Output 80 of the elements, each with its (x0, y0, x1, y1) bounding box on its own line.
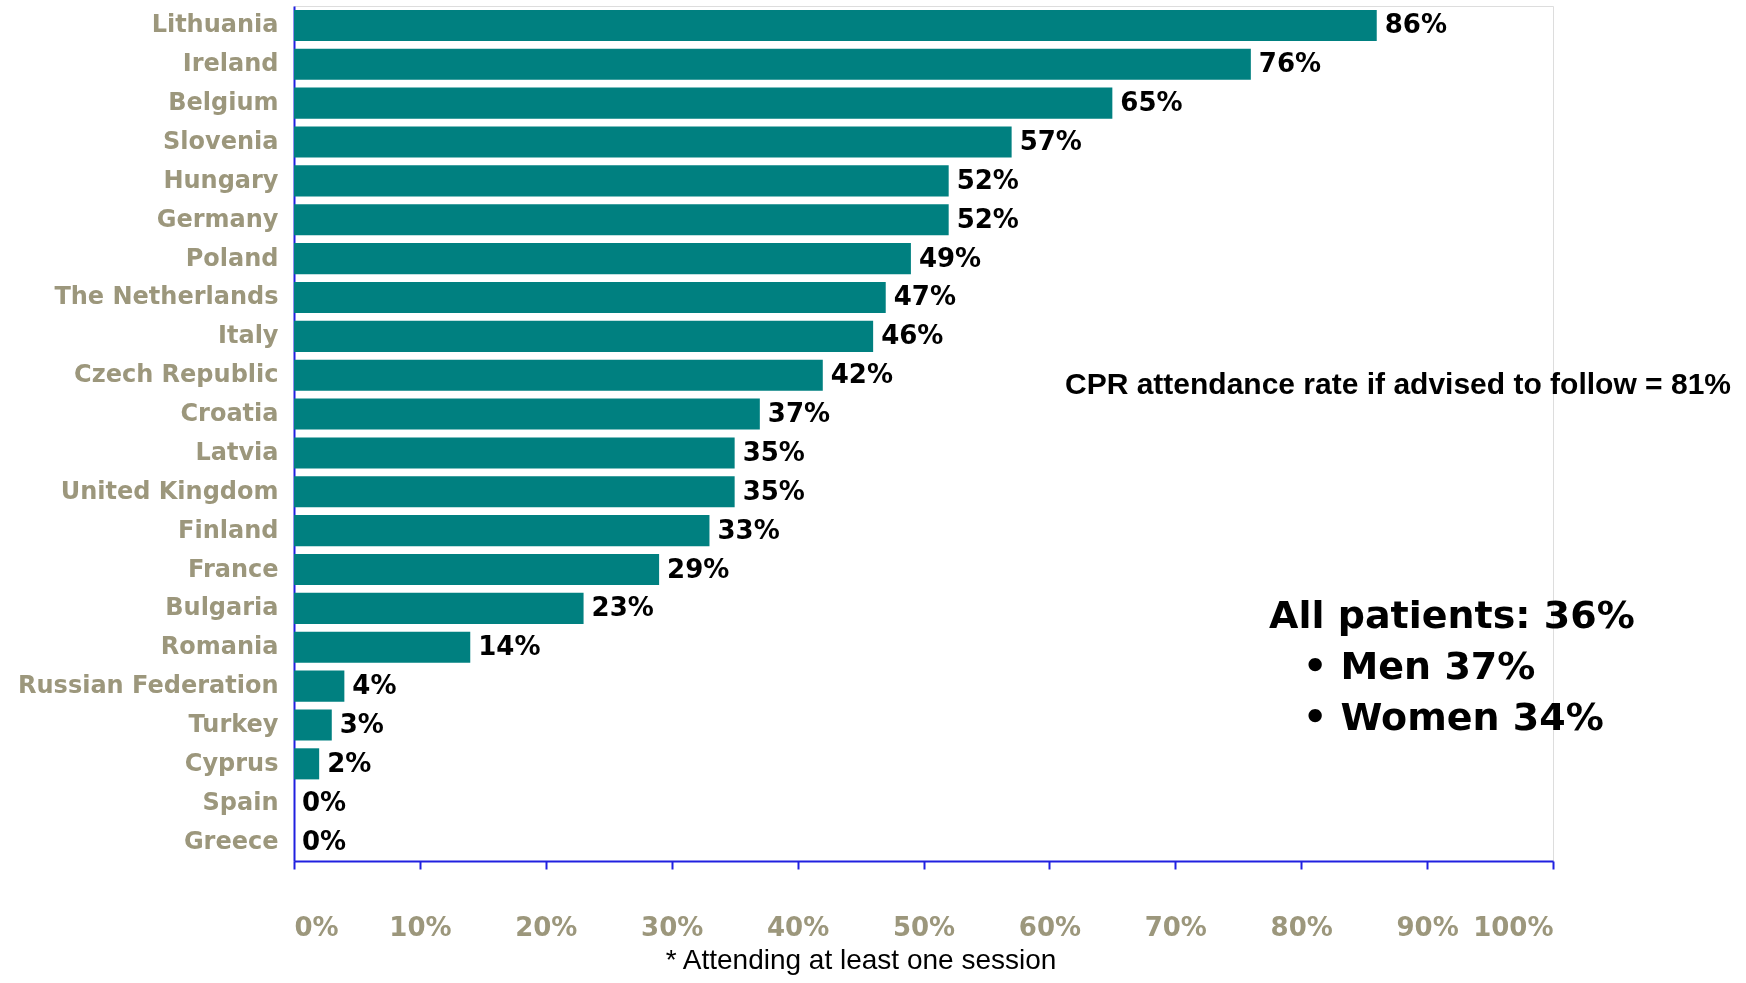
y-tick-label: Hungary (163, 165, 279, 194)
bar (294, 359, 823, 391)
y-tick-label: Russian Federation (18, 671, 279, 700)
y-tick-label: Romania (160, 632, 279, 661)
y-tick-label: Bulgaria (165, 593, 279, 622)
bar (294, 631, 471, 663)
y-tick-label: Croatia (180, 399, 279, 428)
y-tick-label: Cyprus (184, 748, 279, 777)
data-label: 2% (327, 747, 372, 778)
y-tick-label: The Netherlands (54, 282, 279, 311)
bar (294, 437, 735, 469)
bar (294, 553, 660, 586)
x-tick-label: 100% (1473, 911, 1554, 942)
data-label: 4% (352, 670, 397, 701)
x-tick-label: 60% (1018, 911, 1082, 942)
data-label: 29% (667, 553, 730, 584)
data-label: 46% (881, 320, 944, 351)
data-label: 37% (767, 398, 831, 429)
data-label: 76% (1258, 48, 1322, 79)
x-tick-label: 40% (766, 911, 830, 942)
y-tick-label: Finland (178, 515, 279, 544)
bar (294, 87, 1113, 119)
data-label: 52% (956, 164, 1019, 195)
bar (294, 48, 1251, 80)
data-label: 23% (591, 592, 654, 623)
bar (294, 281, 886, 314)
bar (294, 748, 320, 780)
x-tick-label: 50% (892, 911, 956, 942)
bar (294, 670, 345, 702)
data-label: 14% (478, 631, 541, 662)
y-tick-label: Lithuania (151, 10, 279, 39)
y-tick-label: Germany (156, 204, 279, 233)
y-tick-label: Latvia (195, 437, 279, 466)
data-label: 35% (742, 475, 805, 506)
data-label: 35% (742, 436, 805, 467)
bar (294, 9, 1377, 41)
annotation: CPR attendance rate if advised to follow = 81% (1064, 367, 1731, 400)
data-label: 47% (893, 281, 956, 312)
annotation: • Men 37% (1303, 644, 1536, 688)
annotation: All patients: 36% (1269, 593, 1635, 637)
data-label: 52% (956, 203, 1019, 234)
data-label: 0% (302, 786, 347, 817)
x-tick-label: 70% (1144, 911, 1207, 942)
data-label: 0% (302, 825, 347, 856)
bar (294, 476, 735, 508)
y-tick-label: Poland (185, 243, 279, 272)
annotation: • Women 34% (1303, 695, 1604, 739)
y-tick-label: Belgium (168, 88, 279, 117)
data-label: 42% (830, 359, 894, 390)
bar (294, 204, 949, 236)
y-tick-label: Greece (183, 826, 279, 855)
bar (294, 515, 710, 547)
y-tick-label: United Kingdom (60, 476, 279, 505)
bar (294, 126, 1012, 158)
bar (294, 398, 760, 430)
x-tick-label: 20% (515, 911, 578, 942)
y-tick-label: Turkey (188, 709, 279, 738)
bar (294, 243, 911, 275)
bar (294, 320, 874, 352)
x-tick-label: 90% (1396, 911, 1459, 942)
data-label: 33% (717, 514, 780, 545)
text: * Attending at least one session (665, 944, 1057, 975)
y-tick-label: Ireland (182, 49, 279, 78)
y-tick-label: Spain (202, 787, 279, 816)
data-label: 86% (1384, 9, 1447, 40)
x-tick-label: 0% (294, 911, 339, 942)
y-tick-label: Italy (218, 321, 279, 350)
data-label: 3% (339, 708, 384, 739)
y-tick-label: France (188, 554, 279, 583)
bar (294, 165, 949, 197)
y-tick-label: Czech Republic (74, 360, 279, 389)
x-tick-label: 30% (641, 911, 704, 942)
y-tick-label: Slovenia (163, 127, 279, 156)
bar (294, 592, 584, 624)
x-tick-label: 10% (389, 911, 452, 942)
data-label: 57% (1019, 126, 1082, 157)
data-label: 49% (918, 242, 982, 273)
data-label: 65% (1120, 87, 1183, 118)
x-tick-label: 80% (1270, 911, 1333, 942)
bar (294, 709, 332, 741)
